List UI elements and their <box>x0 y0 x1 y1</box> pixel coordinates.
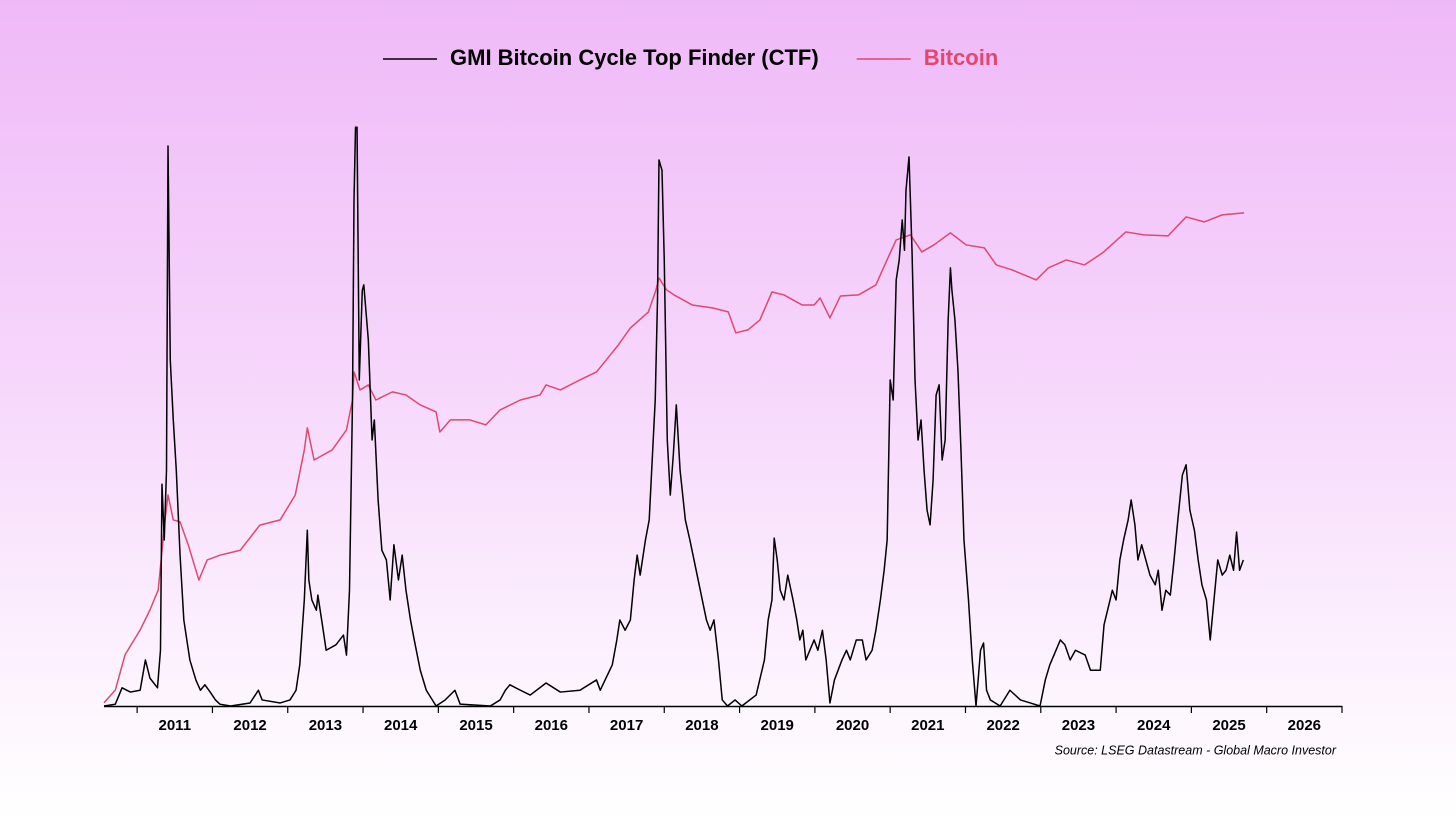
x-tick-label: 2022 <box>986 717 1019 734</box>
x-tick-label: 2021 <box>911 717 944 734</box>
legend-label: GMI Bitcoin Cycle Top Finder (CTF) <box>450 45 819 70</box>
legend-label: Bitcoin <box>924 45 999 70</box>
x-tick-label: 2020 <box>836 717 869 734</box>
x-tick-label: 2018 <box>685 717 718 734</box>
x-tick-label: 2012 <box>233 717 266 734</box>
x-tick-label: 2017 <box>610 717 643 734</box>
x-tick-label: 2025 <box>1212 717 1245 734</box>
source-note: Source: LSEG Datastream - Global Macro I… <box>1055 743 1337 757</box>
series-line <box>103 212 1245 704</box>
x-tick-label: 2013 <box>309 717 342 734</box>
plot-area <box>103 126 1245 707</box>
x-tick-label: 2015 <box>459 717 492 734</box>
x-tick-label: 2016 <box>535 717 568 734</box>
x-tick-label: 2019 <box>761 717 794 734</box>
legend: GMI Bitcoin Cycle Top Finder (CTF) Bitcoi… <box>383 45 998 70</box>
x-tick-label: 2014 <box>384 717 418 734</box>
series-line <box>103 126 1245 707</box>
x-tick-label: 2011 <box>159 717 192 734</box>
x-tick-label: 2024 <box>1137 717 1171 734</box>
x-tick-label: 2026 <box>1288 717 1321 734</box>
x-tick-label: 2023 <box>1062 717 1095 734</box>
